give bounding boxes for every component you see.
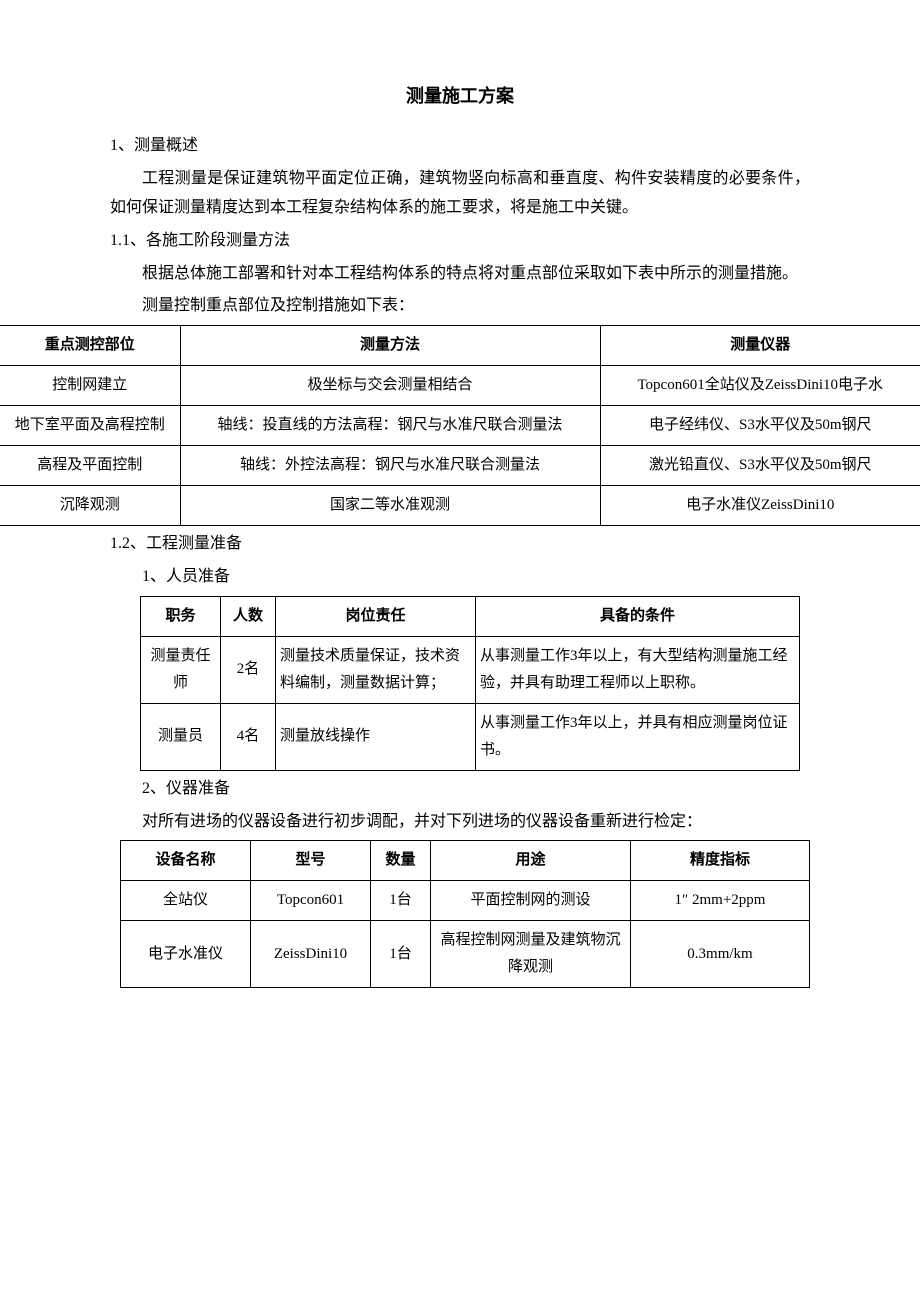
col-header: 重点测控部位 (0, 326, 180, 366)
content-block-1: 1、测量概述 工程测量是保证建筑物平面定位正确，建筑物竖向标高和垂直度、构件安装… (0, 132, 920, 321)
table-cell: 1台 (371, 921, 431, 988)
col-header: 型号 (251, 841, 371, 881)
table-cell: 0.3mm/km (631, 921, 810, 988)
section-1-2-sub2: 2、仪器准备 (110, 775, 810, 804)
table-cell: 从事测量工作3年以上，有大型结构测量施工经验，并具有助理工程师以上职称。 (476, 636, 800, 703)
table-cell: 测量技术质量保证，技术资料编制，测量数据计算； (276, 636, 476, 703)
content-block-2: 1.2、工程测量准备 1、人员准备 (0, 530, 920, 592)
table-cell: 国家二等水准观测 (180, 486, 600, 526)
table-row: 高程及平面控制 轴线：外控法高程：钢尺与水准尺联合测量法 激光铅直仪、S3水平仪… (0, 446, 920, 486)
col-header: 具备的条件 (476, 596, 800, 636)
section-1-2-para: 对所有进场的仪器设备进行初步调配，并对下列进场的仪器设备重新进行检定： (110, 808, 810, 837)
col-header: 数量 (371, 841, 431, 881)
table-cell: 电子经纬仪、S3水平仪及50m钢尺 (600, 406, 920, 446)
table-cell: 从事测量工作3年以上，并具有相应测量岗位证书。 (476, 703, 800, 770)
table-row: 电子水准仪 ZeissDini10 1台 高程控制网测量及建筑物沉降观测 0.3… (121, 921, 810, 988)
table-header-row: 重点测控部位 测量方法 测量仪器 (0, 326, 920, 366)
section-1-1-para: 根据总体施工部署和针对本工程结构体系的特点将对重点部位采取如下表中所示的测量措施… (110, 260, 810, 289)
section-1-1-heading: 1.1、各施工阶段测量方法 (110, 227, 810, 256)
table-cell: 测量员 (141, 703, 221, 770)
table-cell: 4名 (221, 703, 276, 770)
table-cell: ZeissDini10 (251, 921, 371, 988)
table-cell: Topcon601 (251, 881, 371, 921)
section-1-para: 工程测量是保证建筑物平面定位正确，建筑物竖向标高和垂直度、构件安装精度的必要条件… (110, 165, 810, 223)
col-header: 人数 (221, 596, 276, 636)
section-1-heading: 1、测量概述 (110, 132, 810, 161)
table-cell: 电子水准仪 (121, 921, 251, 988)
personnel-table: 职务 人数 岗位责任 具备的条件 测量责任师 2名 测量技术质量保证，技术资料编… (140, 596, 800, 771)
table-cell: 1″ 2mm+2ppm (631, 881, 810, 921)
table-header-row: 设备名称 型号 数量 用途 精度指标 (121, 841, 810, 881)
table-row: 沉降观测 国家二等水准观测 电子水准仪ZeissDini10 (0, 486, 920, 526)
table-cell: 电子水准仪ZeissDini10 (600, 486, 920, 526)
section-1-2-heading: 1.2、工程测量准备 (110, 530, 810, 559)
equipment-table: 设备名称 型号 数量 用途 精度指标 全站仪 Topcon601 1台 平面控制… (120, 840, 810, 988)
table-row: 控制网建立 极坐标与交会测量相结合 Topcon601全站仪及ZeissDini… (0, 366, 920, 406)
table-cell: 激光铅直仪、S3水平仪及50m钢尺 (600, 446, 920, 486)
table-row: 测量员 4名 测量放线操作 从事测量工作3年以上，并具有相应测量岗位证书。 (141, 703, 800, 770)
table-cell: 极坐标与交会测量相结合 (180, 366, 600, 406)
table-cell: 测量责任师 (141, 636, 221, 703)
table-cell: 1台 (371, 881, 431, 921)
table-row: 全站仪 Topcon601 1台 平面控制网的测设 1″ 2mm+2ppm (121, 881, 810, 921)
table-cell: 轴线：投直线的方法高程：钢尺与水准尺联合测量法 (180, 406, 600, 446)
table-cell: 测量放线操作 (276, 703, 476, 770)
section-1-1-para2: 测量控制重点部位及控制措施如下表： (110, 292, 810, 321)
col-header: 职务 (141, 596, 221, 636)
table-row: 地下室平面及高程控制 轴线：投直线的方法高程：钢尺与水准尺联合测量法 电子经纬仪… (0, 406, 920, 446)
col-header: 用途 (431, 841, 631, 881)
col-header: 设备名称 (121, 841, 251, 881)
table-cell: 地下室平面及高程控制 (0, 406, 180, 446)
measurement-methods-table: 重点测控部位 测量方法 测量仪器 控制网建立 极坐标与交会测量相结合 Topco… (0, 325, 920, 526)
content-block-3: 2、仪器准备 对所有进场的仪器设备进行初步调配，并对下列进场的仪器设备重新进行检… (0, 775, 920, 837)
table-cell: 控制网建立 (0, 366, 180, 406)
section-1-2-sub1: 1、人员准备 (110, 563, 810, 592)
document-page: 测量施工方案 1、测量概述 工程测量是保证建筑物平面定位正确，建筑物竖向标高和垂… (0, 80, 920, 988)
table-cell: 平面控制网的测设 (431, 881, 631, 921)
table-header-row: 职务 人数 岗位责任 具备的条件 (141, 596, 800, 636)
table-cell: 沉降观测 (0, 486, 180, 526)
table-cell: 全站仪 (121, 881, 251, 921)
table-row: 测量责任师 2名 测量技术质量保证，技术资料编制，测量数据计算； 从事测量工作3… (141, 636, 800, 703)
col-header: 岗位责任 (276, 596, 476, 636)
table-cell: 2名 (221, 636, 276, 703)
col-header: 测量仪器 (600, 326, 920, 366)
col-header: 精度指标 (631, 841, 810, 881)
table-cell: 高程及平面控制 (0, 446, 180, 486)
table-cell: 高程控制网测量及建筑物沉降观测 (431, 921, 631, 988)
table-cell: Topcon601全站仪及ZeissDini10电子水 (600, 366, 920, 406)
col-header: 测量方法 (180, 326, 600, 366)
table-cell: 轴线：外控法高程：钢尺与水准尺联合测量法 (180, 446, 600, 486)
doc-title: 测量施工方案 (0, 80, 920, 112)
